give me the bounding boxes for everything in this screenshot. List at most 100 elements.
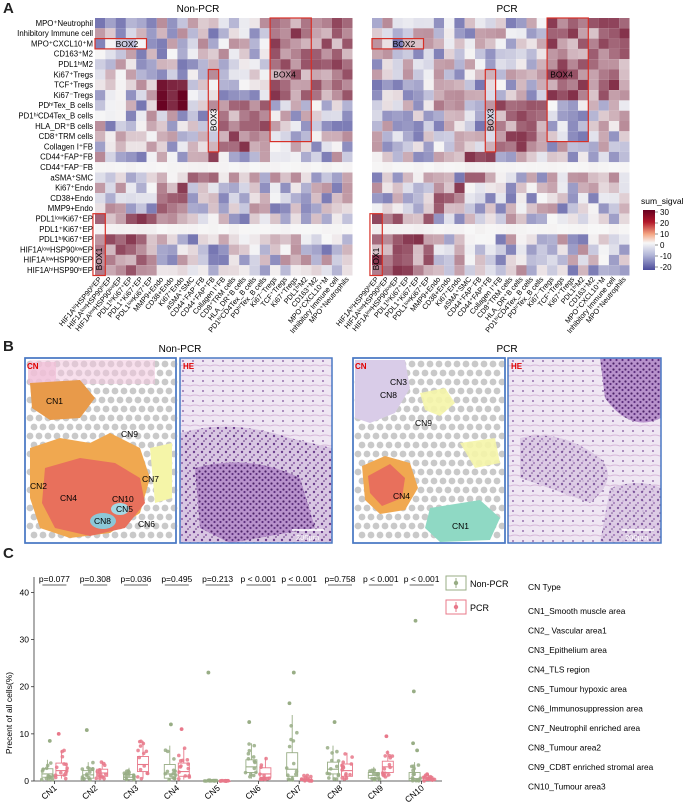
heatmap-cell (177, 90, 188, 101)
heatmap-cell (280, 213, 291, 224)
data-point (171, 768, 176, 773)
heatmap-cell (239, 234, 250, 245)
data-point (202, 779, 207, 783)
heatmap-cell (249, 79, 260, 91)
cn-label-nonpcr-8: CN6 (138, 519, 155, 529)
heatmap-cell (444, 254, 455, 266)
heatmap-cell (578, 100, 589, 111)
heatmap-cell (547, 141, 558, 152)
heatmap-row-label: PDL1ʰⁱKi67⁺EP (39, 235, 93, 244)
heatmap-cell (372, 265, 383, 276)
heatmap-cell (156, 265, 168, 276)
heatmap-cell (156, 213, 168, 224)
heatmap-cell (444, 28, 455, 39)
heatmap-cell (301, 141, 312, 152)
heatmap-row-label: MMP9+Endo (48, 204, 94, 213)
heatmap-cell (321, 193, 332, 204)
cell-dot (421, 531, 429, 539)
heatmap-cell (290, 193, 301, 204)
heatmap-cell (372, 172, 383, 183)
heatmap-cell (125, 224, 137, 235)
cell-dot (165, 387, 173, 395)
data-point (206, 778, 211, 783)
heatmap-cell (95, 162, 106, 173)
heatmap-cell (259, 193, 271, 204)
data-point (289, 723, 293, 728)
heatmap-cell (382, 131, 393, 142)
heatmap-cell (208, 121, 219, 132)
heatmap-cell (259, 100, 271, 111)
heatmap-cell (249, 244, 260, 255)
heatmap-cell (136, 90, 147, 101)
heatmap-cell (95, 18, 106, 29)
heatmap-box (484, 68, 497, 153)
pvalue-label: p=0.036 (121, 574, 152, 584)
heatmap-cell (588, 213, 599, 224)
heatmap-cell (167, 59, 178, 70)
heatmap-row-label: Ki67⁺Tregs (54, 70, 93, 79)
heatmap-cell (95, 100, 106, 111)
heatmap-cell (598, 244, 609, 255)
cell-dot (403, 405, 411, 413)
heatmap-cell (301, 151, 312, 163)
heatmap-cell (136, 193, 147, 204)
heatmap-cell (259, 90, 271, 101)
cn-type-item: CN10_Tumour area3 (528, 782, 606, 792)
cell-dot (394, 441, 402, 449)
heatmap-cell (115, 79, 126, 91)
cell-dot (394, 531, 402, 539)
heatmap-cell (218, 141, 229, 152)
heatmap-cell (301, 79, 312, 91)
data-point (182, 746, 187, 751)
heatmap-cell (177, 69, 188, 80)
heatmap-cell (444, 213, 455, 224)
heatmap-cell (136, 18, 147, 29)
heatmap-cell (167, 48, 178, 60)
heatmap-cell (516, 141, 527, 152)
heatmap-cell (536, 28, 548, 39)
heatmap-cell (402, 59, 414, 70)
cn-label-pcr-2: CN9 (415, 418, 432, 428)
heatmap-cell (547, 131, 558, 142)
data-point (87, 770, 92, 774)
heatmap-cell (547, 48, 558, 60)
heatmap-title-nonpcr: Non-PCR (177, 4, 220, 15)
cell-dot (417, 378, 425, 386)
data-point (383, 775, 388, 779)
heatmap-cell (382, 28, 393, 39)
cn-label-nonpcr-7: CN8 (94, 516, 111, 526)
heatmap-cell (280, 151, 291, 163)
heatmap-cell (495, 18, 506, 29)
heatmap-cell (536, 265, 548, 276)
cell-dot (408, 504, 416, 512)
heatmap-cell (342, 172, 353, 183)
heatmap-cell (146, 224, 157, 235)
data-point (386, 772, 391, 777)
heatmap-cell (392, 224, 403, 235)
heatmap-cell (526, 79, 537, 91)
heatmap-cell (536, 48, 548, 60)
cell-dot (417, 504, 425, 512)
heatmap-cell (290, 141, 301, 152)
heatmap-cell (619, 254, 630, 266)
heatmap-cell (342, 234, 353, 245)
heatmap-cell (125, 90, 137, 101)
heatmap-cell (249, 110, 260, 121)
heatmap-cell (444, 151, 455, 163)
heatmap-row-label: HIF1AˡᵒʷHSP90ʰⁱEP (23, 256, 93, 265)
heatmap-cell (156, 59, 168, 70)
heatmap-cell (485, 193, 496, 204)
cell-dot (125, 414, 133, 422)
cell-dot (111, 531, 119, 539)
heatmap-cell (156, 48, 168, 60)
heatmap-cell (146, 254, 157, 266)
heatmap-cell (95, 234, 106, 245)
heatmap-cell (342, 90, 353, 101)
data-point (41, 767, 46, 771)
heatmap-cell (578, 121, 589, 132)
heatmap-cell (547, 182, 558, 194)
heatmap-cell (228, 38, 240, 49)
heatmap-cell (598, 121, 609, 132)
heatmap-cell (392, 59, 403, 70)
heatmap-cell (239, 213, 250, 224)
